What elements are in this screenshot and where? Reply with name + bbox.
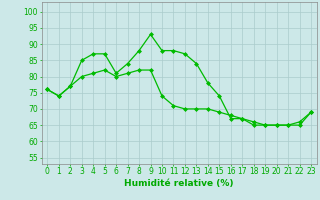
X-axis label: Humidité relative (%): Humidité relative (%) (124, 179, 234, 188)
